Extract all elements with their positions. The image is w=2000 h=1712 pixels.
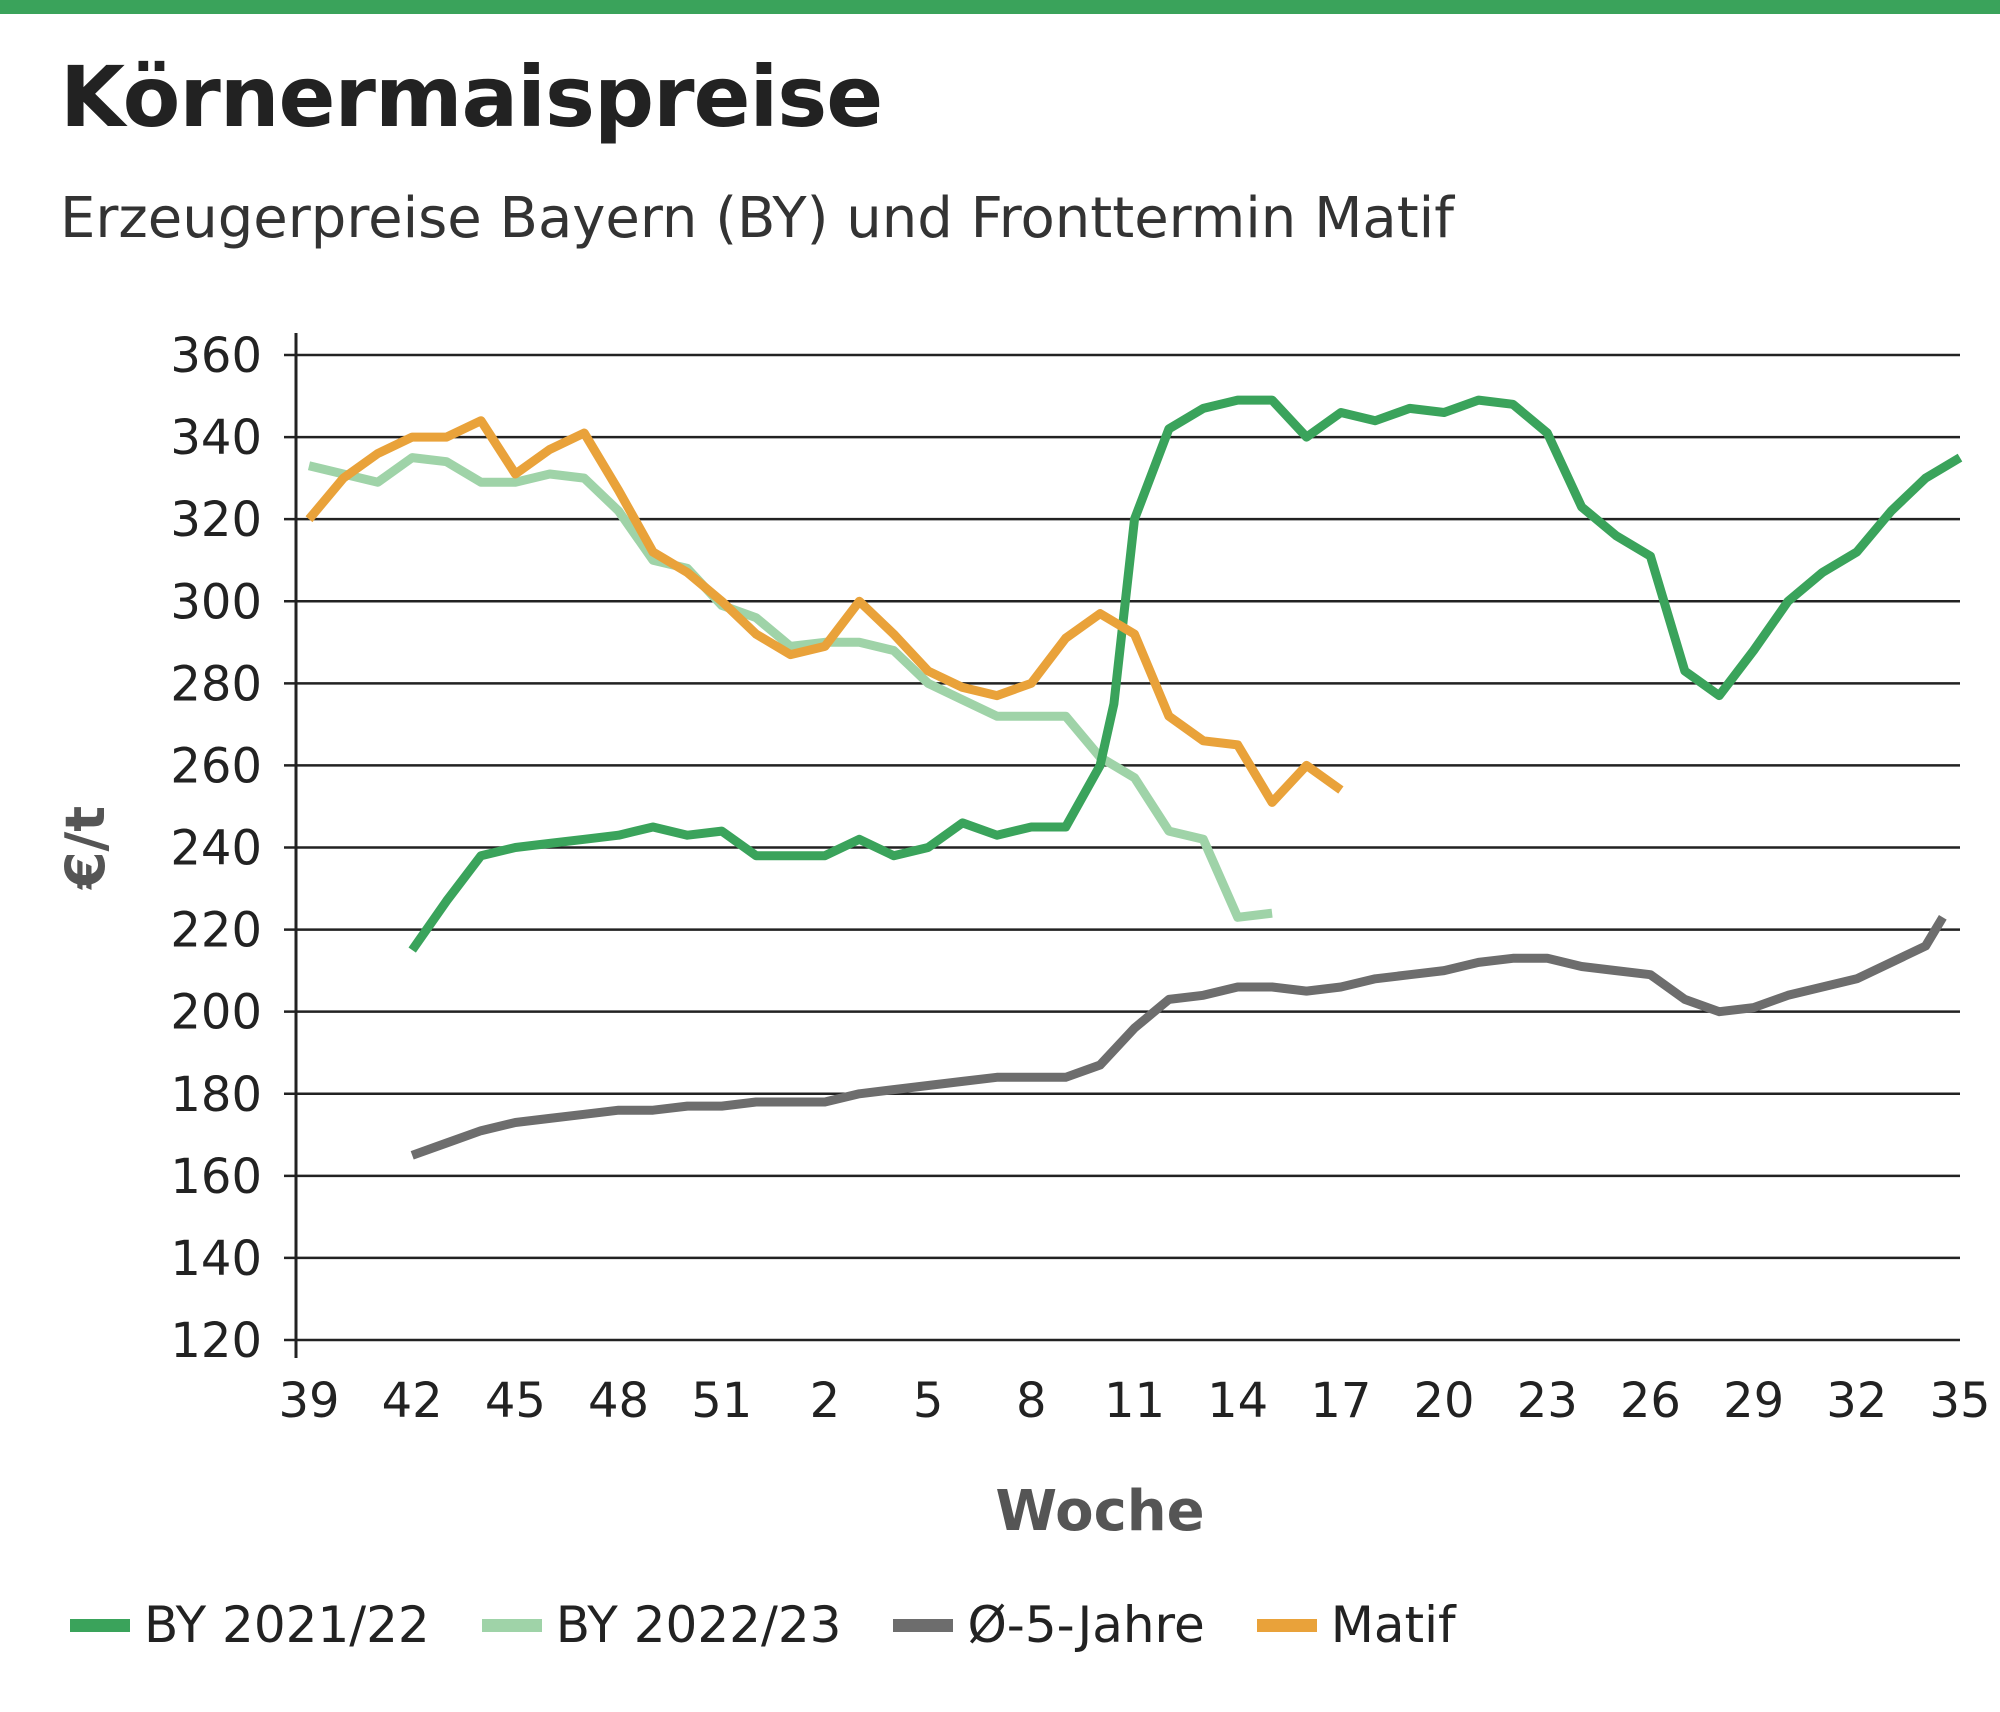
x-tick-label: 17 <box>1310 1373 1371 1429</box>
x-tick-label: 35 <box>1929 1373 1990 1429</box>
y-tick-label: 300 <box>170 574 262 630</box>
legend-label-by2122: BY 2021/22 <box>144 1596 430 1654</box>
x-axis-ticks: 39 42 45 48 51 2 5 8 11 14 17 20 23 26 29 32 35 <box>278 1373 1990 1429</box>
y-tick-label: 220 <box>170 903 262 959</box>
line-chart: 120140160180200220240260280300320340360 … <box>54 328 1991 1544</box>
y-tick-label: 240 <box>170 821 262 877</box>
x-tick-label: 51 <box>691 1373 752 1429</box>
legend-item-by2223: BY 2022/23 <box>481 1596 842 1654</box>
y-tick-label: 180 <box>170 1067 262 1123</box>
series-line-0 <box>408 395 1963 953</box>
x-tick-label: 48 <box>588 1373 649 1429</box>
x-tick-label: 39 <box>278 1373 339 1429</box>
legend-swatch-avg5 <box>893 1618 954 1632</box>
x-tick-label: 2 <box>810 1373 841 1429</box>
x-tick-label: 11 <box>1104 1373 1165 1429</box>
y-axis-label: €/t <box>54 806 117 891</box>
x-tick-label: 5 <box>913 1373 944 1429</box>
chart-title: Körnermaispreise <box>60 48 883 146</box>
legend-label-avg5: Ø-5-Jahre <box>967 1596 1205 1654</box>
y-tick-label: 200 <box>170 985 262 1041</box>
legend-swatch-matif <box>1256 1618 1317 1632</box>
legend-item-avg5: Ø-5-Jahre <box>893 1596 1205 1654</box>
legend-item-matif: Matif <box>1256 1596 1456 1654</box>
x-tick-label: 23 <box>1517 1373 1578 1429</box>
y-axis-ticks: 120 140 160 180 200 220 240 260 280 300 320 340 360 <box>170 328 262 1369</box>
x-tick-label: 26 <box>1620 1373 1681 1429</box>
series-line-1 <box>307 453 1273 922</box>
y-tick-label: 160 <box>170 1149 262 1205</box>
x-axis-label: Woche <box>995 1479 1204 1544</box>
grid-lines <box>284 353 1960 1342</box>
x-tick-label: 20 <box>1414 1373 1475 1429</box>
x-tick-label: 45 <box>485 1373 546 1429</box>
legend-swatch-by2223 <box>481 1618 542 1632</box>
legend: BY 2021/22 BY 2022/23 Ø-5-Jahre Matif <box>70 1590 1508 1660</box>
series-line-3 <box>305 416 1344 807</box>
legend-swatch-by2122 <box>70 1618 130 1632</box>
x-tick-label: 8 <box>1016 1373 1047 1429</box>
x-tick-label: 29 <box>1723 1373 1784 1429</box>
x-tick-label: 32 <box>1826 1373 1887 1429</box>
chart-subtitle: Erzeugerpreise Bayern (BY) und Frontterm… <box>60 186 1454 251</box>
y-tick-label: 120 <box>170 1313 262 1369</box>
y-tick-label: 140 <box>170 1231 262 1287</box>
y-tick-label: 280 <box>170 656 262 712</box>
legend-label-matif: Matif <box>1330 1596 1456 1654</box>
legend-item-by2122: BY 2021/22 <box>70 1596 430 1654</box>
x-tick-label: 42 <box>382 1373 443 1429</box>
y-tick-label: 360 <box>170 328 262 384</box>
y-tick-label: 340 <box>170 410 262 466</box>
y-tick-label: 260 <box>170 738 262 794</box>
top-accent-bar <box>0 0 2000 14</box>
series-line-2 <box>410 914 1947 1160</box>
y-tick-label: 320 <box>170 492 262 548</box>
legend-label-by2223: BY 2022/23 <box>555 1596 842 1654</box>
series-lines <box>305 395 1963 1160</box>
x-tick-label: 14 <box>1207 1373 1268 1429</box>
